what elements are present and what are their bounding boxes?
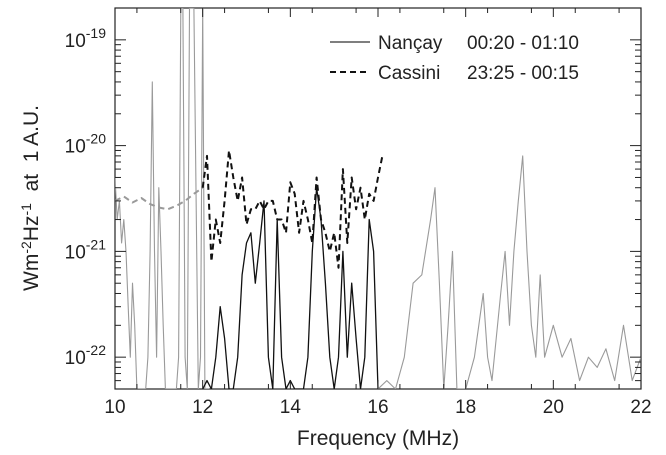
series-line-cassini-0 bbox=[115, 186, 204, 211]
series-line-nancay-0 bbox=[115, 8, 210, 389]
legend-label-cassini: Cassini bbox=[378, 63, 440, 84]
axis-layer: 10 12 14 16 18 20 22 10-22 10-21 10-20 10-19 bbox=[65, 7, 652, 418]
y-tick-label--22: 10-22 bbox=[65, 342, 107, 369]
y-axis-label: Wm-2Hz-1 at 1 A.U. bbox=[18, 105, 43, 291]
y-tick-label--19: 10-19 bbox=[65, 25, 107, 52]
x-axis-label: Frequency (MHz) bbox=[297, 427, 459, 450]
y-tick-label--20: 10-20 bbox=[65, 131, 107, 158]
legend-time-nancay: 00:20 - 01:10 bbox=[467, 33, 579, 54]
series-line-nancay-2 bbox=[377, 155, 641, 389]
legend-time-cassini: 23:25 - 00:15 bbox=[467, 63, 579, 84]
x-tick-label-16: 16 bbox=[367, 397, 388, 418]
legend-label-nancay: Nançay bbox=[378, 33, 443, 54]
x-tick-label-18: 18 bbox=[455, 397, 476, 418]
y-tick-label--21: 10-21 bbox=[65, 236, 107, 263]
x-tick-label-12: 12 bbox=[192, 397, 213, 418]
x-tick-label-20: 20 bbox=[543, 397, 564, 418]
series-line-nancay-1 bbox=[202, 187, 379, 389]
x-tick-label-14: 14 bbox=[280, 397, 302, 418]
x-tick-label-10: 10 bbox=[104, 397, 125, 418]
series-line-cassini-1 bbox=[201, 149, 384, 269]
x-tick-label-22: 22 bbox=[630, 397, 651, 418]
legend: Nançay 00:20 - 01:10 Cassini 23:25 - 00:… bbox=[330, 33, 579, 84]
